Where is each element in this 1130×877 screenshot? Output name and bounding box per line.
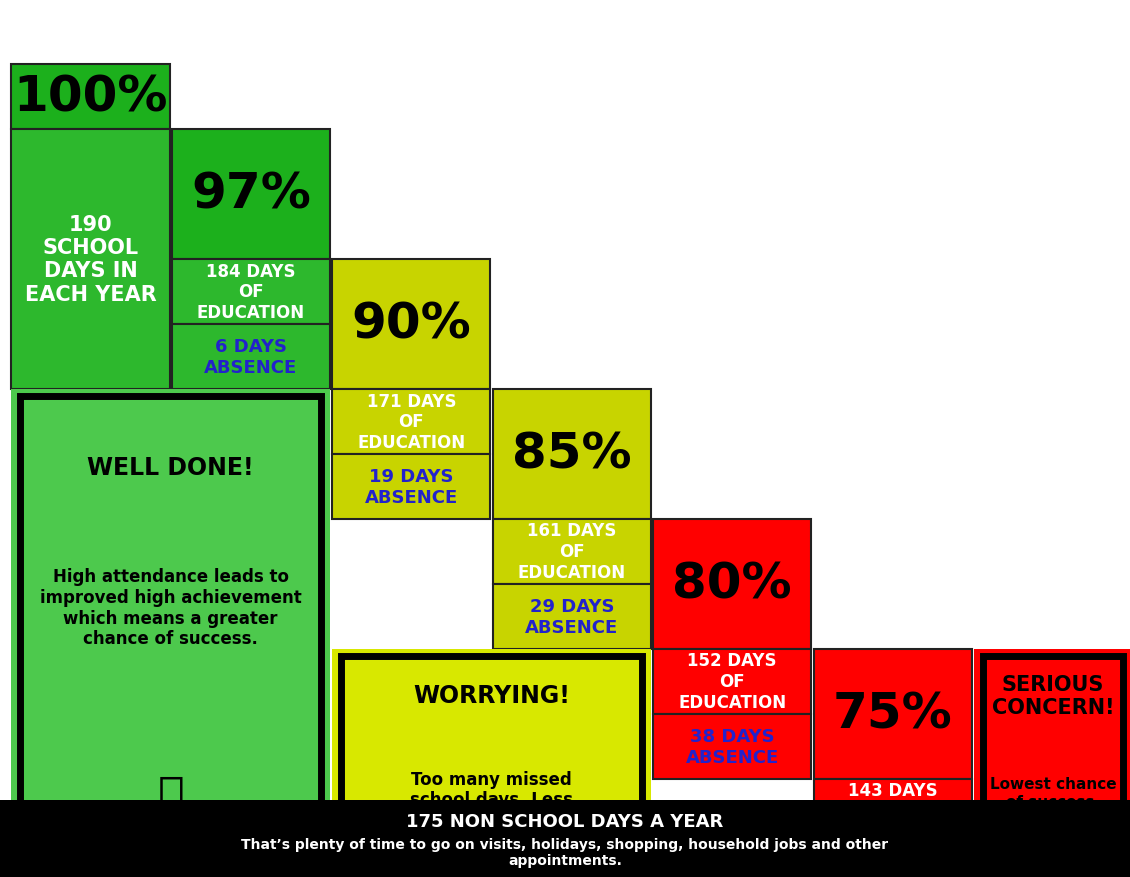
Bar <box>0 800 1130 877</box>
Text: 75%: 75% <box>833 690 953 738</box>
Bar <box>20 396 321 877</box>
Bar <box>493 519 651 584</box>
Text: 171 DAYS
OF
EDUCATION: 171 DAYS OF EDUCATION <box>357 392 466 452</box>
Bar <box>11 389 330 877</box>
Bar <box>332 649 651 877</box>
Bar <box>341 656 642 877</box>
Bar <box>814 649 972 779</box>
Text: 19 DAYS
ABSENCE: 19 DAYS ABSENCE <box>365 467 458 506</box>
Bar <box>332 454 490 519</box>
Text: 80%: 80% <box>672 560 792 608</box>
Bar <box>332 260 490 389</box>
Text: 152 DAYS
OF
EDUCATION: 152 DAYS OF EDUCATION <box>678 652 786 711</box>
Text: 👍: 👍 <box>157 773 184 816</box>
Bar <box>332 389 490 454</box>
Text: Too many missed
school days. Less
chance of success.: Too many missed school days. Less chance… <box>405 770 579 830</box>
Bar <box>653 714 811 779</box>
Text: 38 DAYS
ABSENCE: 38 DAYS ABSENCE <box>686 727 779 766</box>
Text: 6 DAYS
ABSENCE: 6 DAYS ABSENCE <box>205 338 297 376</box>
Text: WELL DONE!: WELL DONE! <box>87 455 254 479</box>
Text: That’s plenty of time to go on visits, holidays, shopping, household jobs and ot: That’s plenty of time to go on visits, h… <box>242 838 888 867</box>
Bar <box>172 324 330 389</box>
Text: WORRYING!: WORRYING! <box>414 684 570 708</box>
Text: 190
SCHOOL
DAYS IN
EACH YEAR: 190 SCHOOL DAYS IN EACH YEAR <box>25 215 156 304</box>
Bar <box>983 656 1123 877</box>
Bar <box>11 65 170 130</box>
Text: 143 DAYS
OF
EDUCATION: 143 DAYS OF EDUCATION <box>838 781 947 841</box>
Bar <box>814 844 972 877</box>
Bar <box>653 519 811 649</box>
Bar <box>172 260 330 324</box>
Text: 161 DAYS
OF
EDUCATION: 161 DAYS OF EDUCATION <box>518 522 626 581</box>
Text: 184 DAYS
OF
EDUCATION: 184 DAYS OF EDUCATION <box>197 262 305 322</box>
Text: 29 DAYS
ABSENCE: 29 DAYS ABSENCE <box>525 597 618 636</box>
Text: 85%: 85% <box>512 431 632 478</box>
Bar <box>814 779 972 844</box>
Text: 100%: 100% <box>14 74 167 121</box>
Text: 97%: 97% <box>191 171 311 218</box>
Text: High attendance leads to
improved high achievement
which means a greater
chance : High attendance leads to improved high a… <box>40 567 302 647</box>
Bar <box>974 649 1130 877</box>
Bar <box>493 584 651 649</box>
Bar <box>653 649 811 714</box>
Text: SERIOUS
CONCERN!: SERIOUS CONCERN! <box>992 674 1114 717</box>
Bar <box>493 389 651 519</box>
Bar <box>11 130 170 389</box>
Text: Lowest chance
of success.
Possible Court
Action.: Lowest chance of success. Possible Court… <box>990 776 1116 844</box>
Text: 47 DAYS
ABSENCE: 47 DAYS ABSENCE <box>846 857 939 877</box>
Text: 90%: 90% <box>351 301 471 348</box>
Text: 175 NON SCHOOL DAYS A YEAR: 175 NON SCHOOL DAYS A YEAR <box>407 812 723 831</box>
Bar <box>172 130 330 260</box>
